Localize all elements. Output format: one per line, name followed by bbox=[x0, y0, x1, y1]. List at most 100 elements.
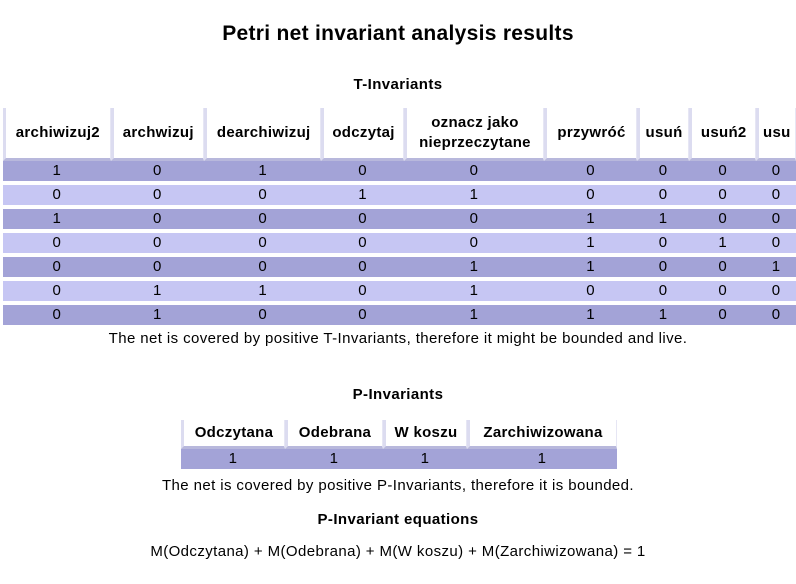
p-invariants-header-row: Odczytana Odebrana W koszu Zarchiwizowan… bbox=[181, 420, 617, 449]
table-cell: 1 bbox=[403, 257, 545, 281]
t-invariants-heading: T-Invariants bbox=[353, 76, 443, 93]
table-cell: 0 bbox=[756, 305, 796, 329]
table-cell: 0 bbox=[3, 305, 111, 329]
column-header: usu bbox=[756, 108, 796, 161]
table-cell: 0 bbox=[321, 281, 404, 305]
table-cell: 0 bbox=[636, 233, 690, 257]
table-cell: 0 bbox=[689, 281, 757, 305]
table-cell: 0 bbox=[321, 305, 404, 329]
equation-line: M(Odczytana) + M(Odebrana) + M(W koszu) … bbox=[150, 543, 646, 560]
table-cell: 0 bbox=[756, 281, 796, 305]
table-cell: 1 bbox=[544, 209, 637, 233]
table-cell: 0 bbox=[3, 233, 111, 257]
table-cell: 1 bbox=[181, 449, 285, 469]
table-cell: 0 bbox=[203, 305, 322, 329]
table-cell: 0 bbox=[689, 305, 757, 329]
p-invariants-heading: P-Invariants bbox=[352, 386, 444, 403]
table-cell: 1 bbox=[544, 257, 637, 281]
table-cell: 1 bbox=[403, 281, 545, 305]
table-cell: 1 bbox=[467, 449, 617, 469]
table-cell: 0 bbox=[636, 257, 690, 281]
table-cell: 0 bbox=[3, 185, 111, 209]
table-cell: 1 bbox=[110, 281, 204, 305]
table-cell: 0 bbox=[636, 185, 690, 209]
column-header: odczytaj bbox=[321, 108, 404, 161]
table-cell: 1 bbox=[636, 305, 690, 329]
table-cell: 0 bbox=[544, 281, 637, 305]
table-cell: 0 bbox=[689, 185, 757, 209]
table-cell: 0 bbox=[110, 209, 204, 233]
page-title: Petri net invariant analysis results bbox=[222, 22, 574, 45]
table-cell: 1 bbox=[544, 233, 637, 257]
column-header: archiwizuj2 bbox=[3, 108, 111, 161]
table-cell: 1 bbox=[110, 305, 204, 329]
table-cell: 1 bbox=[544, 305, 637, 329]
table-cell: 0 bbox=[321, 257, 404, 281]
table-cell: 0 bbox=[110, 257, 204, 281]
column-header: archwizuj bbox=[110, 108, 204, 161]
table-cell: 1 bbox=[3, 161, 111, 185]
table-cell: 1 bbox=[321, 185, 404, 209]
table-cell: 0 bbox=[3, 281, 111, 305]
table-cell: 0 bbox=[203, 233, 322, 257]
column-header: Odczytana bbox=[181, 420, 285, 449]
t-invariants-header-row: archiwizuj2 archwizuj dearchiwizuj odczy… bbox=[3, 108, 796, 161]
table-cell: 0 bbox=[403, 161, 545, 185]
table-cell: 0 bbox=[110, 233, 204, 257]
table-cell: 0 bbox=[321, 209, 404, 233]
table-cell: 0 bbox=[689, 209, 757, 233]
table-cell: 1 bbox=[403, 185, 545, 209]
table-cell: 1 bbox=[756, 257, 796, 281]
table-cell: 1 bbox=[203, 161, 322, 185]
table-cell: 0 bbox=[203, 185, 322, 209]
table-cell: 1 bbox=[383, 449, 467, 469]
table-cell: 1 bbox=[285, 449, 383, 469]
equations-heading: P-Invariant equations bbox=[317, 511, 479, 528]
column-header: oznacz jako nieprzeczytane bbox=[403, 108, 545, 161]
table-cell: 0 bbox=[110, 161, 204, 185]
table-cell: 1 bbox=[689, 233, 757, 257]
column-header: przywróć bbox=[544, 108, 637, 161]
column-header: Odebrana bbox=[285, 420, 383, 449]
table-cell: 1 bbox=[636, 209, 690, 233]
table-cell: 0 bbox=[689, 161, 757, 185]
table-cell: 1 bbox=[203, 281, 322, 305]
column-header: dearchiwizuj bbox=[203, 108, 322, 161]
column-header: usuń bbox=[636, 108, 690, 161]
table-cell: 0 bbox=[756, 161, 796, 185]
table-cell: 0 bbox=[321, 233, 404, 257]
table-cell: 0 bbox=[756, 185, 796, 209]
table-cell: 0 bbox=[756, 233, 796, 257]
t-invariants-table: archiwizuj2 archwizuj dearchiwizuj odczy… bbox=[3, 108, 796, 329]
table-cell: 0 bbox=[544, 185, 637, 209]
table-cell: 1 bbox=[3, 209, 111, 233]
table-cell: 0 bbox=[636, 281, 690, 305]
table-cell: 1 bbox=[403, 305, 545, 329]
table-cell: 0 bbox=[203, 257, 322, 281]
t-invariants-note: The net is covered by positive T-Invaria… bbox=[108, 330, 688, 347]
table-cell: 0 bbox=[403, 233, 545, 257]
table-cell: 0 bbox=[321, 161, 404, 185]
column-header: usuń2 bbox=[689, 108, 757, 161]
table-cell: 0 bbox=[544, 161, 637, 185]
column-header: Zarchiwizowana bbox=[467, 420, 617, 449]
column-header: W koszu bbox=[383, 420, 467, 449]
table-cell: 0 bbox=[403, 209, 545, 233]
table-cell: 0 bbox=[689, 257, 757, 281]
table-cell: 0 bbox=[110, 185, 204, 209]
table-cell: 0 bbox=[3, 257, 111, 281]
table-cell: 0 bbox=[636, 161, 690, 185]
p-invariants-note: The net is covered by positive P-Invaria… bbox=[161, 477, 634, 494]
p-invariants-table: Odczytana Odebrana W koszu Zarchiwizowan… bbox=[181, 420, 617, 469]
table-cell: 0 bbox=[203, 209, 322, 233]
